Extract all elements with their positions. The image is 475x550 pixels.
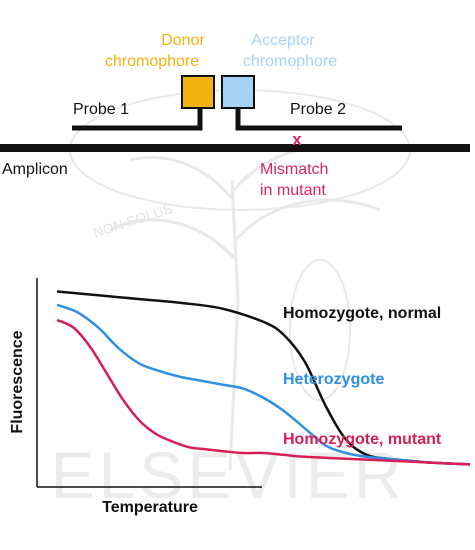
legend-heterozygote: Heterozygote <box>283 371 384 388</box>
probe-2-strand <box>235 108 402 131</box>
acceptor-chromophore-box <box>221 75 255 109</box>
melting-chart: Fluorescence Temperature Homozygote, nor… <box>9 278 471 516</box>
donor-label-line1: Donor <box>161 32 205 49</box>
mismatch-label-line1: Mismatch <box>260 161 328 178</box>
legend-homozygote-normal: Homozygote, normal <box>283 305 441 322</box>
donor-chromophore-box <box>181 75 215 109</box>
probe-1-label: Probe 1 <box>73 101 129 118</box>
amplicon-label: Amplicon <box>2 161 68 178</box>
amplicon-strand <box>0 144 470 152</box>
acceptor-label-line1: Acceptor <box>251 32 315 49</box>
probe-diagram: Donor chromophore Acceptor chromophore P… <box>0 32 470 199</box>
mismatch-mark: x <box>292 130 302 149</box>
mismatch-label-line2: in mutant <box>260 182 326 199</box>
x-axis-label: Temperature <box>102 499 198 516</box>
donor-label-line2: chromophore <box>105 53 199 70</box>
series-line-homozygote-mutant <box>56 318 471 466</box>
probe-2-label: Probe 2 <box>290 101 346 118</box>
y-axis-label: Fluorescence <box>9 330 26 433</box>
probe-1-strand <box>72 108 203 131</box>
acceptor-label-line2: chromophore <box>243 53 337 70</box>
legend-homozygote-mutant: Homozygote, mutant <box>283 431 442 448</box>
series-line-heterozygote <box>56 303 471 466</box>
